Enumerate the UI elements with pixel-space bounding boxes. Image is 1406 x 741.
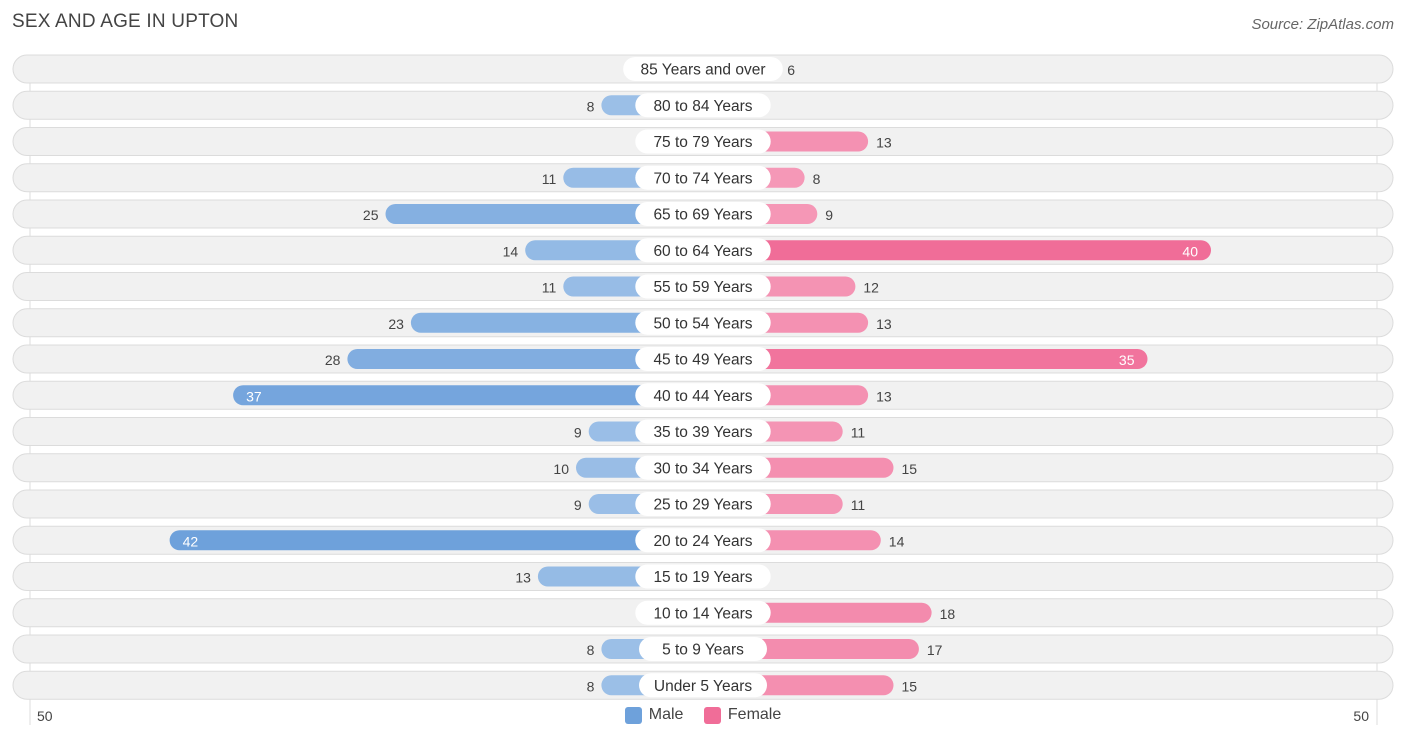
category-label: 25 to 29 Years <box>653 497 752 514</box>
category-label: 85 Years and over <box>641 62 766 79</box>
category-pill <box>639 673 767 698</box>
category-label: 35 to 39 Years <box>653 424 752 441</box>
legend-label-male: Male <box>648 706 684 723</box>
value-label-female: 11 <box>851 497 866 513</box>
value-label-male: 9 <box>574 497 582 513</box>
category-pill <box>635 347 771 371</box>
category-label: 80 to 84 Years <box>653 98 752 115</box>
value-label-male: 8 <box>587 98 595 114</box>
axis-left-label: 50 <box>37 708 53 724</box>
value-label-female: 13 <box>876 316 892 332</box>
value-label-male: 42 <box>183 533 199 549</box>
value-label-male: 11 <box>542 280 557 296</box>
legend: Male Female <box>0 706 1406 729</box>
category-label: 5 to 9 Years <box>662 642 744 659</box>
value-label-male: 37 <box>246 388 262 404</box>
value-label-male: 13 <box>515 570 531 586</box>
value-label-male: 28 <box>325 352 341 368</box>
value-label-female: 40 <box>1182 243 1198 259</box>
value-label-female: 14 <box>889 533 905 549</box>
category-pill <box>635 600 771 625</box>
category-pill <box>635 419 771 444</box>
category-label: 30 to 34 Years <box>653 460 752 477</box>
value-label-female: 15 <box>902 461 918 477</box>
value-label-female: 35 <box>1119 352 1135 368</box>
legend-item-male[interactable]: Male <box>624 706 684 724</box>
category-label: 20 to 24 Years <box>653 533 752 550</box>
value-label-female: 17 <box>927 642 943 658</box>
bar-female <box>693 240 1211 261</box>
category-label: 70 to 74 Years <box>653 170 752 187</box>
value-label-male: 9 <box>574 425 582 441</box>
category-pill <box>635 93 771 118</box>
bar-male <box>385 204 713 224</box>
legend-swatch-male <box>624 706 642 724</box>
category-label: 15 to 19 Years <box>653 569 752 586</box>
category-pill <box>635 528 771 553</box>
value-label-male: 8 <box>587 678 595 694</box>
category-label: 55 to 59 Years <box>653 279 752 296</box>
value-label-male: 25 <box>363 207 379 223</box>
category-pill <box>635 455 771 480</box>
category-pill <box>635 310 771 335</box>
legend-swatch-female <box>703 706 721 724</box>
value-label-male: 8 <box>587 642 595 658</box>
chart-title: SEX AND AGE IN UPTON <box>12 11 239 32</box>
source-label: Source: ZipAtlas.com <box>1251 16 1394 33</box>
value-label-male: 14 <box>503 243 519 259</box>
legend-item-female[interactable]: Female <box>703 706 782 724</box>
category-label: 75 to 79 Years <box>653 134 752 151</box>
bar-male <box>233 385 713 406</box>
category-label: 65 to 69 Years <box>653 207 752 224</box>
category-pill <box>635 564 771 589</box>
category-pill <box>635 202 771 226</box>
category-label: 10 to 14 Years <box>653 605 752 622</box>
category-pill <box>635 238 771 263</box>
category-label: 45 to 49 Years <box>653 352 752 369</box>
value-label-female: 12 <box>863 280 879 296</box>
legend-label-female: Female <box>727 706 782 723</box>
value-label-female: 9 <box>825 207 833 223</box>
value-label-female: 6 <box>787 62 795 78</box>
category-pill <box>635 274 771 299</box>
bar-male <box>347 349 713 369</box>
value-label-female: 8 <box>813 171 821 187</box>
category-pill <box>639 637 767 661</box>
value-label-male: 23 <box>388 316 404 332</box>
value-label-female: 11 <box>851 425 866 441</box>
value-label-female: 18 <box>940 606 956 622</box>
value-label-female: 15 <box>902 678 918 694</box>
category-pill <box>623 57 783 81</box>
category-pill <box>635 383 771 408</box>
category-pill <box>635 165 771 190</box>
axis-right-label: 50 <box>1353 708 1369 724</box>
value-label-male: 11 <box>542 171 557 187</box>
bar-female <box>693 349 1148 369</box>
value-label-male: 10 <box>553 461 569 477</box>
value-label-female: 13 <box>876 135 892 151</box>
category-label: 40 to 44 Years <box>653 388 752 405</box>
bar-male <box>169 530 714 551</box>
category-label: 50 to 54 Years <box>653 315 752 332</box>
category-label: 60 to 64 Years <box>653 243 752 260</box>
category-label: Under 5 Years <box>654 678 752 695</box>
category-pill <box>635 129 771 154</box>
category-pill <box>635 492 771 516</box>
value-label-female: 13 <box>876 388 892 404</box>
